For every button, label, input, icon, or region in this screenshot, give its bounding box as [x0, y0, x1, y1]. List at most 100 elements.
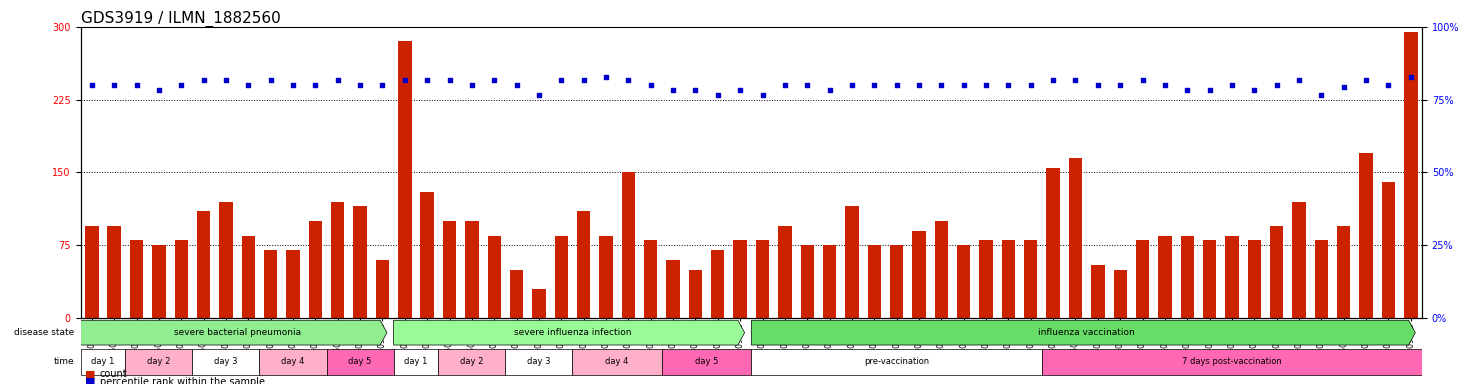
- Point: [504, 82, 528, 88]
- Point: [885, 82, 909, 88]
- Bar: [220, 202, 233, 318]
- Point: [818, 87, 841, 93]
- Bar: [822, 245, 836, 318]
- Point: [617, 77, 641, 83]
- Point: [438, 77, 462, 83]
- Bar: [81, 349, 125, 375]
- Point: [796, 82, 819, 88]
- Bar: [1042, 349, 1422, 375]
- Text: severe influenza infection: severe influenza infection: [513, 328, 632, 337]
- Point: [1355, 77, 1378, 83]
- Point: [415, 77, 438, 83]
- Bar: [259, 349, 327, 375]
- Text: percentile rank within the sample: percentile rank within the sample: [100, 377, 265, 384]
- Text: disease state: disease state: [13, 328, 73, 337]
- Point: [482, 77, 506, 83]
- Bar: [399, 41, 412, 318]
- Point: [1064, 77, 1088, 83]
- Text: day 1: day 1: [91, 357, 114, 366]
- Point: [281, 82, 305, 88]
- Point: [572, 77, 595, 83]
- Point: [349, 82, 372, 88]
- Point: [103, 82, 126, 88]
- Point: [1287, 77, 1311, 83]
- Text: pre-vaccination: pre-vaccination: [863, 357, 929, 366]
- Bar: [1337, 226, 1350, 318]
- Point: [840, 82, 863, 88]
- Text: GDS3919 / ILMN_1882560: GDS3919 / ILMN_1882560: [81, 11, 280, 27]
- Bar: [846, 207, 859, 318]
- Point: [929, 82, 953, 88]
- Text: day 4: day 4: [605, 357, 629, 366]
- Text: day 5: day 5: [349, 357, 372, 366]
- Text: ■: ■: [85, 377, 95, 384]
- Bar: [800, 245, 814, 318]
- Bar: [622, 172, 635, 318]
- Bar: [1180, 235, 1193, 318]
- Bar: [667, 260, 680, 318]
- Point: [862, 82, 885, 88]
- Text: day 2: day 2: [147, 357, 170, 366]
- Bar: [107, 226, 120, 318]
- Bar: [644, 240, 657, 318]
- Bar: [174, 240, 188, 318]
- Point: [259, 77, 283, 83]
- FancyArrow shape: [751, 320, 1415, 345]
- Bar: [327, 349, 393, 375]
- Point: [1265, 82, 1289, 88]
- Point: [1176, 87, 1199, 93]
- Point: [729, 87, 752, 93]
- Bar: [1293, 202, 1306, 318]
- Point: [639, 82, 663, 88]
- Bar: [1204, 240, 1217, 318]
- Text: ■: ■: [85, 369, 95, 379]
- Bar: [661, 349, 751, 375]
- Bar: [393, 349, 438, 375]
- Bar: [152, 245, 166, 318]
- Bar: [572, 349, 661, 375]
- Bar: [309, 221, 323, 318]
- Point: [1220, 82, 1243, 88]
- Point: [683, 87, 707, 93]
- Text: influenza vaccination: influenza vaccination: [1038, 328, 1135, 337]
- Text: day 3: day 3: [528, 357, 551, 366]
- Bar: [578, 211, 591, 318]
- Bar: [443, 221, 456, 318]
- Bar: [1359, 153, 1372, 318]
- Bar: [733, 240, 746, 318]
- Point: [1154, 82, 1177, 88]
- Bar: [130, 240, 144, 318]
- Point: [997, 82, 1020, 88]
- Text: count: count: [100, 369, 128, 379]
- Bar: [1025, 240, 1038, 318]
- Point: [303, 82, 327, 88]
- Bar: [711, 250, 724, 318]
- Bar: [85, 226, 98, 318]
- Bar: [751, 349, 1042, 375]
- Bar: [331, 202, 345, 318]
- Bar: [1069, 158, 1082, 318]
- Point: [170, 82, 194, 88]
- Text: severe bacterial pneumonia: severe bacterial pneumonia: [173, 328, 301, 337]
- Point: [1243, 87, 1267, 93]
- Bar: [1226, 235, 1239, 318]
- Point: [393, 77, 416, 83]
- Bar: [868, 245, 881, 318]
- Bar: [375, 260, 388, 318]
- Bar: [979, 240, 992, 318]
- Point: [460, 82, 484, 88]
- Bar: [756, 240, 770, 318]
- Point: [1198, 87, 1221, 93]
- Point: [1333, 84, 1356, 90]
- Text: time: time: [53, 357, 73, 366]
- Point: [1309, 92, 1333, 98]
- Point: [371, 82, 394, 88]
- Point: [81, 82, 104, 88]
- Point: [147, 87, 170, 93]
- Bar: [1047, 168, 1060, 318]
- FancyArrow shape: [393, 320, 745, 345]
- Bar: [957, 245, 970, 318]
- Bar: [465, 221, 478, 318]
- Point: [1019, 82, 1042, 88]
- Bar: [1114, 270, 1127, 318]
